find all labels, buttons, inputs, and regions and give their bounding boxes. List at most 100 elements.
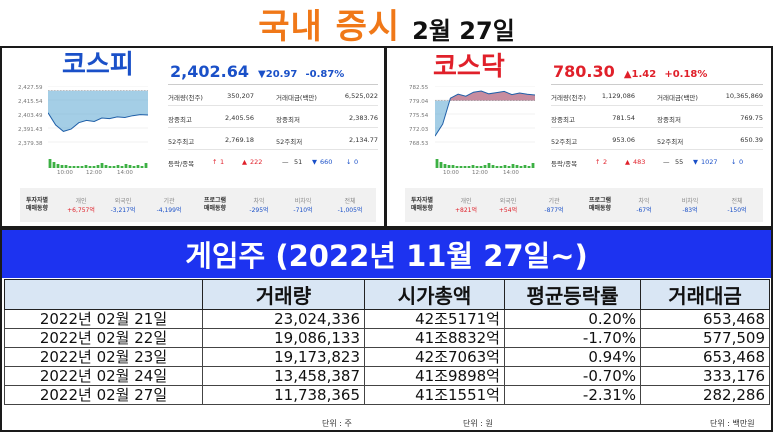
kospi-rise-count: 222 (250, 158, 263, 166)
kosdaq-program-name: 전체 (731, 198, 743, 205)
chart-volume-bar (124, 164, 128, 168)
kosdaq-rise-count: 483 (633, 158, 646, 166)
game-stocks-title: 게임주 (2022년 11월 27일~) (2, 230, 771, 278)
chart-volume-bar (88, 166, 92, 168)
kospi-stat-label: 52주최저 (276, 138, 303, 146)
kospi-ytick: 2,427.59 (18, 85, 43, 91)
row-volume: 19,173,823 (202, 347, 365, 367)
unit-amount: 단위 : 백만원 (710, 419, 755, 428)
kosdaq-name: 코스닥 (433, 52, 505, 82)
rise-icon: ▲ (242, 158, 247, 166)
kospi-ytick: 2,391.43 (18, 127, 43, 133)
page-header: 국내 증시 2월 27일 (0, 0, 773, 46)
kosdaq-stat-row: 거래량(천주) 1,129,086 거래대금(백만) 10,365,869 (551, 86, 763, 106)
kospi-xtick: 12:00 (86, 170, 102, 176)
kospi-stats: 거래량(천주) 350,207 거래대금(백만) 6,525,022 장중최고 … (168, 86, 378, 172)
kosdaq-program-name: 차익 (638, 198, 650, 205)
chart-volume-bar (491, 165, 495, 168)
kosdaq-ytick: 768.53 (409, 141, 429, 147)
kosdaq-xtick: 12:00 (472, 170, 488, 176)
kospi-investor-value: -3,217억 (110, 207, 136, 214)
chart-volume-bar (487, 163, 491, 168)
kosdaq-stat-label: 52주최고 (551, 138, 578, 146)
chart-volume-bar (96, 165, 100, 168)
kospi-stat-label: 거래대금(백만) (276, 94, 317, 102)
chart-price-line (48, 112, 148, 132)
kospi-value: 2,402.64 (170, 62, 249, 81)
kospi-stat-row: 거래량(천주) 350,207 거래대금(백만) 6,525,022 (168, 86, 378, 106)
kospi-intraday-chart (48, 86, 148, 168)
chart-volume-bar (479, 166, 483, 168)
row-amount: 577,509 (640, 328, 770, 348)
kosdaq-stat-label: 장중최저 (657, 116, 681, 124)
kospi-change-pct: -0.87% (305, 69, 345, 80)
table-row: 2022년 02월 24일 13,458,387 41조9898억 -0.70%… (4, 366, 770, 386)
row-volume: 13,458,387 (202, 366, 365, 386)
kosdaq-program-value: -67억 (636, 207, 652, 214)
kospi-investor-box: 투자자별 매매동향 개인 +6,757억 외국인 -3,217억 기관 -4,199억… (20, 188, 376, 222)
kosdaq-updown-row: 등락/종목 ↑ 2 ▲ 483 — 55 ▼ 1027 ↓ 0 (551, 150, 763, 172)
chart-volume-bar (451, 165, 455, 168)
chart-volume-bar (483, 165, 487, 168)
chart-volume-bar (48, 159, 52, 168)
chart-volume-bar (459, 166, 463, 168)
chart-volume-bar (475, 166, 479, 168)
table-header-row: 거래량 시가총액 평균등락률 거래대금 (4, 279, 770, 310)
kospi-stat-value: 2,769.18 (225, 136, 254, 144)
chart-volume-bar (108, 166, 112, 168)
kospi-investor-name: 기관 (163, 198, 175, 205)
table-row: 2022년 02월 21일 23,024,336 42조5171억 0.20% … (4, 309, 770, 329)
kosdaq-stat-value: 781.54 (612, 114, 635, 122)
chart-volume-bar (80, 166, 84, 168)
chart-volume-bar (92, 166, 96, 168)
kospi-program-name: 차익 (253, 198, 265, 205)
kospi-investor-header: 투자자별 (26, 197, 49, 204)
kosdaq-lower-limit-count: 0 (739, 158, 744, 166)
kosdaq-value: 780.30 (553, 62, 615, 81)
kosdaq-stat-value: 953.06 (612, 136, 635, 144)
kosdaq-price-line: 780.30 ▲1.42 +0.18% (553, 62, 707, 81)
kospi-ytick: 2,415.54 (18, 99, 43, 105)
kospi-stat-label: 장중최고 (168, 116, 192, 124)
row-amount: 282,286 (640, 385, 770, 405)
table-row: 2022년 02월 23일 19,173,823 42조7063억 0.94% … (4, 347, 770, 367)
chart-volume-bar (128, 165, 132, 168)
kospi-stat-row: 52주최고 2,769.18 52주최저 2,134.77 (168, 128, 378, 150)
lower-limit-icon: ↓ (731, 158, 737, 166)
kospi-stat-value: 2,134.77 (349, 136, 378, 144)
kospi-investor-value: +6,757억 (67, 207, 95, 214)
kosdaq-investor-value: -877억 (544, 207, 564, 214)
chart-volume-bar (443, 164, 447, 168)
kosdaq-program-header: 매매동향 (589, 205, 612, 212)
chart-volume-bar (527, 166, 531, 168)
kosdaq-stat-label: 52주최저 (657, 138, 684, 146)
chart-volume-bar (120, 166, 124, 168)
chart-volume-bar (495, 166, 499, 168)
table-header-amount: 거래대금 (640, 279, 770, 310)
kosdaq-change: ▲1.42 (623, 69, 657, 80)
chart-volume-bar (60, 165, 64, 168)
kosdaq-xtick: 14:00 (503, 170, 519, 176)
row-amount: 653,468 (640, 347, 770, 367)
row-avg-rate: -2.31% (504, 385, 641, 405)
chart-volume-bar (100, 163, 104, 168)
chart-volume-bar (72, 166, 76, 168)
kosdaq-xtick: 10:00 (443, 170, 459, 176)
row-market-cap: 41조1551억 (364, 385, 505, 405)
kosdaq-investor-name: 기관 (548, 198, 560, 205)
kospi-program-value: -710억 (293, 207, 313, 214)
kospi-panel: 코스피 2,402.64 ▼20.97 -0.87% 2,427.59 2,41… (0, 46, 386, 228)
kospi-stat-label: 52주최고 (168, 138, 195, 146)
chart-volume-bar (503, 165, 507, 168)
kosdaq-investor-name: 개인 (460, 198, 472, 205)
row-volume: 23,024,336 (202, 309, 365, 329)
chart-volume-bar (144, 163, 148, 168)
kospi-stat-value: 2,383.76 (349, 114, 378, 122)
kospi-stat-label: 장중최저 (276, 116, 300, 124)
flat-icon: — (663, 158, 670, 166)
game-stocks-table: 거래량 시가총액 평균등락률 거래대금 2022년 02월 21일 23,024… (4, 279, 770, 405)
kosdaq-ytick: 779.04 (409, 99, 429, 105)
lower-limit-icon: ↓ (346, 158, 352, 166)
kosdaq-stat-label: 거래대금(백만) (657, 94, 698, 102)
kosdaq-stat-value: 769.75 (740, 114, 763, 122)
